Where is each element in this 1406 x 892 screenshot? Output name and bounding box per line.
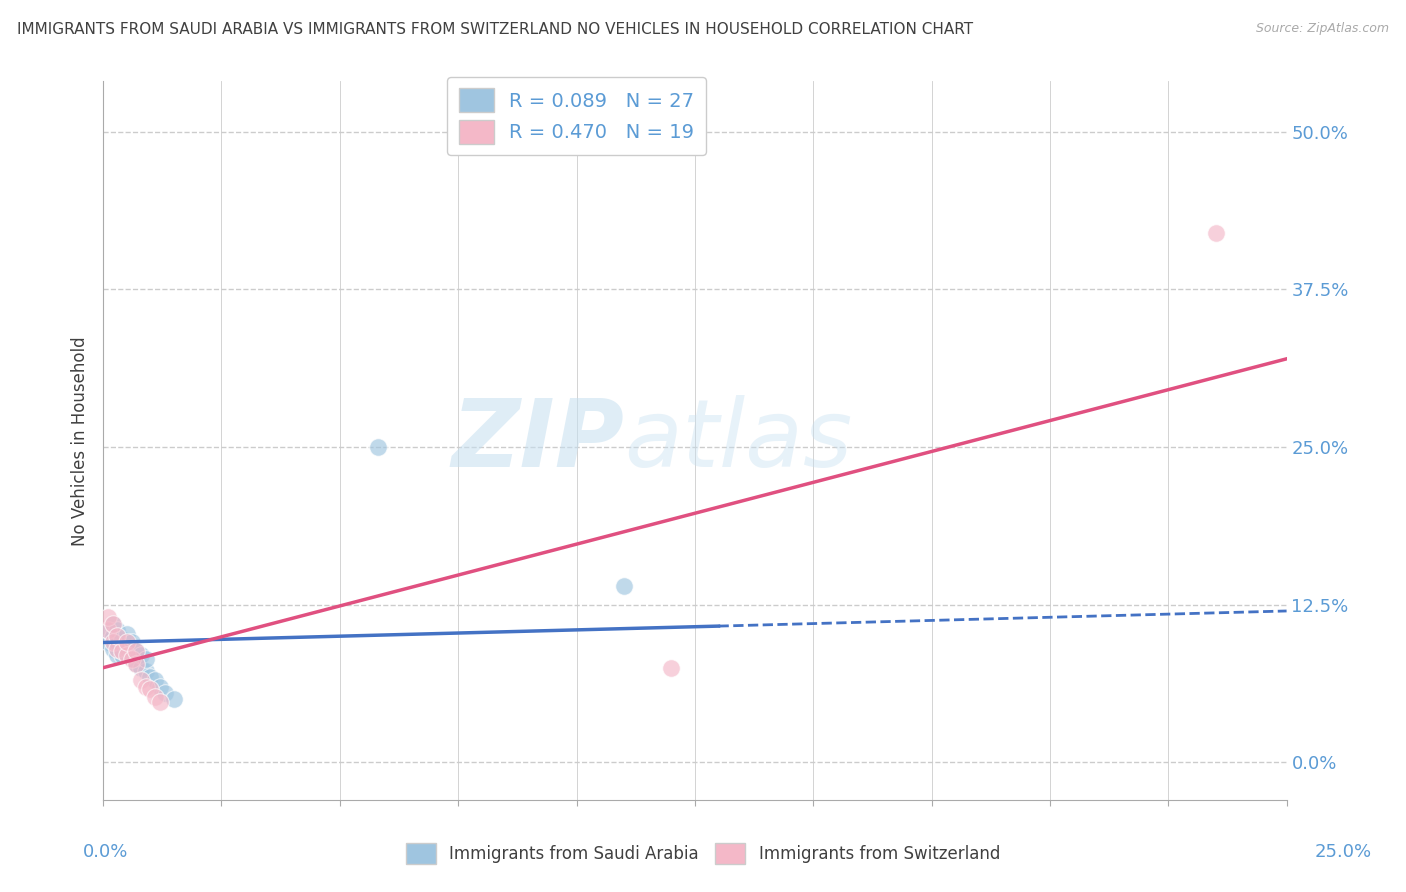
Point [101,616,124,631]
Point [115,626,138,640]
Text: 0.0%: 0.0% [83,843,128,861]
Point [143,690,166,704]
Text: ZIP: ZIP [451,395,624,487]
Point [139,669,162,683]
Text: 25.0%: 25.0% [1315,843,1371,861]
Point [125,644,148,658]
Point [153,686,176,700]
Point [135,665,157,679]
Point [149,695,172,709]
Point [139,682,162,697]
Point [125,644,148,658]
Point [97,610,120,624]
Point [105,641,128,656]
Point [613,579,636,593]
Point [125,657,148,671]
Point [367,440,389,454]
Point [121,652,143,666]
Point [149,680,172,694]
Point [97,623,120,637]
Point [105,629,128,643]
Point [163,692,186,706]
Point [97,623,120,637]
Point [129,673,152,688]
Point [143,673,166,688]
Point [111,648,134,662]
Point [101,641,124,656]
Point [115,641,138,656]
Point [105,648,128,662]
Text: Source: ZipAtlas.com: Source: ZipAtlas.com [1256,22,1389,36]
Point [105,635,128,649]
Point [111,632,134,646]
Point [97,635,120,649]
Point [101,629,124,643]
Point [659,661,682,675]
Point [101,616,124,631]
Point [105,623,128,637]
Point [111,644,134,658]
Point [129,648,152,662]
Point [115,635,138,649]
Point [125,657,148,671]
Point [121,652,143,666]
Legend: R = 0.089   N = 27, R = 0.470   N = 19: R = 0.089 N = 27, R = 0.470 N = 19 [447,77,706,155]
Point [1205,226,1227,240]
Point [101,635,124,649]
Legend: Immigrants from Saudi Arabia, Immigrants from Switzerland: Immigrants from Saudi Arabia, Immigrants… [399,837,1007,871]
Point [129,661,152,675]
Text: atlas: atlas [624,395,852,486]
Text: IMMIGRANTS FROM SAUDI ARABIA VS IMMIGRANTS FROM SWITZERLAND NO VEHICLES IN HOUSE: IMMIGRANTS FROM SAUDI ARABIA VS IMMIGRAN… [17,22,973,37]
Point [121,635,143,649]
Point [115,648,138,662]
Point [135,680,157,694]
Y-axis label: No Vehicles in Household: No Vehicles in Household [72,336,89,546]
Point [135,652,157,666]
